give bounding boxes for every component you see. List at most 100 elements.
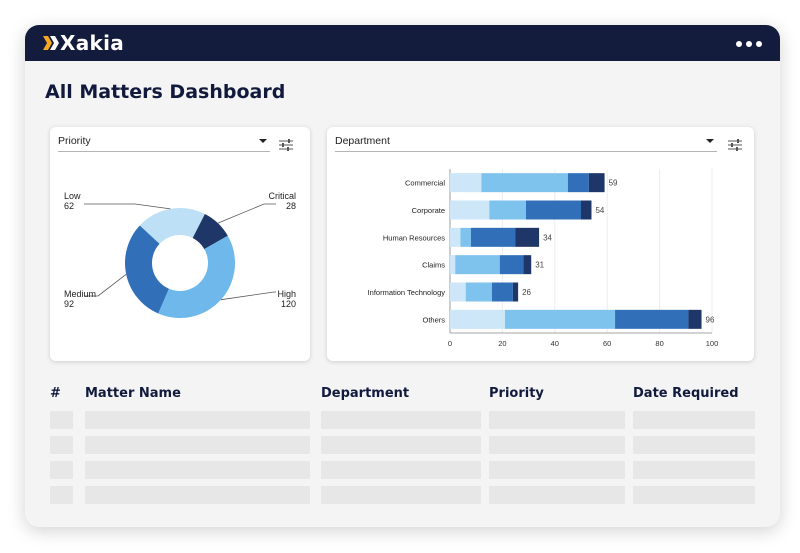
xakia-x-logo-icon (43, 36, 59, 50)
bar-segment[interactable] (481, 173, 568, 193)
col-header-priority[interactable]: Priority (489, 386, 544, 401)
table-placeholder-cell (633, 436, 755, 454)
donut-value-medium: 92 (64, 299, 74, 309)
bar-segment[interactable] (688, 309, 702, 329)
table-placeholder-cell (50, 436, 73, 454)
brand-logo[interactable]: Xakia (43, 31, 124, 55)
priority-select[interactable]: Priority (58, 135, 270, 152)
department-bar-chart: 0 20 40 60 80 100 Commercial 59 Corporate 54 Human… (368, 169, 719, 348)
priority-chart-panel: Priority Low 62 Critical 28 High 120 Medium 92 (50, 127, 310, 361)
bar-segment[interactable] (450, 200, 490, 220)
table-placeholder-cell (50, 486, 73, 504)
donut-value-high: 120 (281, 299, 296, 309)
bar-segment[interactable] (588, 173, 605, 193)
table-placeholder-cell (85, 486, 310, 504)
bar-segment[interactable] (465, 282, 492, 302)
bar-segment[interactable] (455, 255, 500, 275)
donut-label-critical: Critical (268, 191, 296, 201)
table-placeholder-cell (633, 486, 755, 504)
x-tick-label: 40 (551, 339, 559, 348)
table-placeholder-cell (50, 461, 73, 479)
caret-down-icon (259, 139, 267, 143)
y-category-label: Commercial (405, 179, 445, 188)
donut-slice-high[interactable] (158, 235, 235, 318)
bar-segment[interactable] (525, 200, 581, 220)
bar-segment[interactable] (515, 227, 540, 247)
bar-segment[interactable] (470, 227, 516, 247)
donut-label-high: High (277, 289, 296, 299)
col-header-department[interactable]: Department (321, 386, 410, 401)
bar-segment[interactable] (450, 309, 506, 329)
priority-select-label: Priority (58, 135, 91, 147)
bar-segment[interactable] (567, 173, 589, 193)
bar-segment[interactable] (460, 227, 471, 247)
x-tick-label: 0 (448, 339, 452, 348)
col-header-number[interactable]: # (50, 386, 61, 401)
filter-sliders-icon[interactable] (279, 139, 293, 151)
col-header-date-required[interactable]: Date Required (633, 386, 739, 401)
table-placeholder-cell (633, 411, 755, 429)
donut-slice-low[interactable] (139, 208, 205, 244)
brand-name: Xakia (60, 31, 125, 55)
col-header-matter-name[interactable]: Matter Name (85, 386, 181, 401)
bar-segment[interactable] (450, 173, 482, 193)
donut-label-medium: Medium (64, 289, 96, 299)
x-tick-label: 20 (498, 339, 506, 348)
bar-total-label: 26 (522, 288, 531, 297)
bar-segment[interactable] (489, 200, 526, 220)
y-category-label: Information Technology (368, 288, 446, 297)
more-horizontal-icon[interactable] (736, 41, 762, 47)
table-placeholder-cell (321, 461, 481, 479)
table-placeholder-cell (633, 461, 755, 479)
y-category-label: Corporate (412, 206, 445, 215)
bar-segment[interactable] (615, 309, 689, 329)
top-bar: Xakia (25, 25, 780, 61)
bar-total-label: 96 (706, 315, 715, 324)
bar-total-label: 59 (609, 179, 618, 188)
x-tick-label: 100 (706, 339, 719, 348)
y-category-label: Human Resources (383, 233, 445, 242)
x-tick-label: 80 (655, 339, 663, 348)
donut-leader-line (84, 273, 127, 297)
bar-segment[interactable] (512, 282, 519, 302)
table-placeholder-cell (489, 436, 625, 454)
table-placeholder-cell (85, 461, 310, 479)
page-title: All Matters Dashboard (45, 81, 286, 103)
bar-segment[interactable] (523, 255, 532, 275)
bar-segment[interactable] (499, 255, 524, 275)
bar-segment[interactable] (491, 282, 513, 302)
table-placeholder-cell (489, 411, 625, 429)
app-window: Xakia All Matters Dashboard Priority Low… (25, 25, 780, 527)
table-placeholder-cell (321, 436, 481, 454)
department-select[interactable]: Department (335, 135, 717, 152)
bar-total-label: 31 (535, 261, 544, 270)
y-category-label: Others (422, 315, 445, 324)
donut-leader-line (217, 203, 276, 224)
table-placeholder-cell (50, 411, 73, 429)
department-select-label: Department (335, 135, 390, 147)
donut-label-low: Low (64, 191, 81, 201)
filter-sliders-icon[interactable] (728, 139, 742, 151)
table-placeholder-cell (489, 486, 625, 504)
donut-slice-critical[interactable] (192, 213, 228, 250)
donut-slice-medium[interactable] (125, 225, 169, 314)
department-chart-panel: Department 0 20 40 60 80 100 Commercial 59 Corpo… (327, 127, 754, 361)
donut-leader-line (84, 203, 171, 210)
donut-value-critical: 28 (286, 201, 296, 211)
table-placeholder-cell (85, 436, 310, 454)
table-placeholder-cell (489, 461, 625, 479)
bar-segment[interactable] (450, 255, 456, 275)
bar-total-label: 34 (543, 233, 552, 242)
bar-segment[interactable] (450, 282, 466, 302)
donut-value-low: 62 (64, 201, 74, 211)
bar-segment[interactable] (450, 227, 461, 247)
bar-segment[interactable] (505, 309, 616, 329)
x-tick-label: 60 (603, 339, 611, 348)
table-placeholder-cell (85, 411, 310, 429)
bar-segment[interactable] (581, 200, 592, 220)
caret-down-icon (706, 139, 714, 143)
table-placeholder-cell (321, 411, 481, 429)
table-placeholder-cell (321, 486, 481, 504)
donut-leader-line (220, 291, 276, 301)
